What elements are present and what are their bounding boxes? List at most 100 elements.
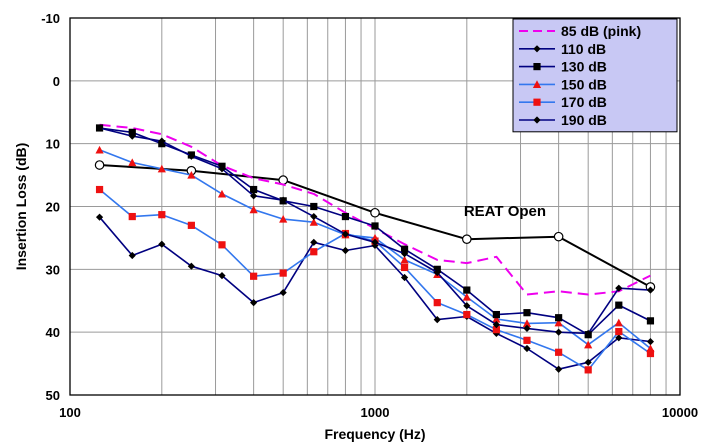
y-tick-label: 50 (46, 388, 60, 403)
data-point-190-db (218, 272, 226, 280)
data-point-170-db (128, 212, 136, 221)
data-point-150-db (279, 214, 288, 223)
data-point-190-db (646, 337, 655, 346)
legend-label: 130 dB (561, 59, 607, 75)
data-point-170-db (279, 269, 287, 277)
data-point-170-db (95, 185, 104, 194)
legend-item-110-db: 110 dB (519, 41, 606, 57)
data-point-110-db (463, 302, 471, 310)
data-point-reat-open (94, 160, 105, 170)
legend-label: 110 dB (561, 41, 606, 57)
data-point-150-db (584, 340, 593, 349)
data-point-110-db (279, 196, 287, 204)
data-point-150-db (157, 164, 166, 173)
legend-item-170-db: 170 dB (519, 94, 607, 110)
data-point-110-db (158, 137, 166, 145)
data-point-130-db (555, 314, 563, 322)
data-point-190-db (128, 251, 136, 260)
data-point-150-db (554, 318, 563, 327)
annotation-label: REAT Open (464, 203, 546, 220)
x-tick-label: 100 (59, 405, 81, 420)
data-point-170-db (433, 299, 441, 307)
data-point-130-db (250, 185, 258, 194)
data-point-110-db (128, 132, 136, 140)
data-point-110-db (555, 328, 563, 336)
data-point-110-db (400, 250, 409, 258)
legend-item-150-db: 150 dB (519, 76, 607, 92)
data-point-190-db (523, 344, 531, 353)
legend-marker (532, 80, 542, 88)
data-point-150-db (217, 189, 227, 198)
legend-label: 85 dB (pink) (561, 23, 641, 39)
data-point-reat-open (462, 234, 472, 244)
data-point-170-db (615, 327, 623, 336)
y-tick-label: 40 (46, 325, 60, 340)
legend-item-130-db: 130 dB (519, 59, 607, 75)
data-point-190-db (95, 213, 104, 221)
y-axis-title: Insertion Loss (dB) (13, 143, 29, 271)
data-point-150-db (646, 344, 655, 353)
data-point-170-db (523, 336, 531, 344)
data-point-150-db (400, 255, 409, 264)
y-tick-label: 0 (53, 74, 60, 89)
data-point-130-db (463, 286, 471, 294)
data-point-110-db (187, 152, 195, 160)
data-point-130-db (646, 317, 655, 325)
tick-labels: 100 1000 10000 -10 0 10 20 30 40 50 (41, 11, 698, 420)
plot-area-frame (69, 17, 681, 396)
legend-item-85-db-pink: 85 dB (pink) (519, 23, 641, 39)
legend-marker (533, 116, 541, 124)
data-point-170-db (310, 248, 318, 256)
data-point-130-db (310, 202, 318, 211)
legend-label: 190 dB (561, 112, 607, 128)
data-point-190-db (341, 246, 350, 255)
data-point-150-db (187, 170, 196, 179)
data-point-110-db (523, 324, 531, 332)
data-point-170-db (555, 348, 563, 356)
data-point-170-db (158, 211, 166, 219)
data-point-110-db (310, 212, 318, 221)
data-point-190-db (400, 273, 409, 282)
data-point-170-db (646, 349, 655, 358)
data-point-170-db (250, 272, 258, 280)
data-point-150-db (370, 233, 380, 242)
data-point-130-db (400, 245, 409, 253)
legend-marker (533, 98, 541, 106)
data-point-170-db (492, 326, 500, 334)
data-point-110-db (371, 238, 379, 246)
x-tick-label: 1000 (361, 405, 390, 420)
y-tick-label: 20 (46, 200, 60, 215)
data-point-190-db (615, 334, 623, 342)
y-tick-label: 30 (46, 262, 60, 277)
legend-label: 150 dB (561, 76, 607, 92)
legend-marker (533, 63, 541, 71)
data-point-170-db (463, 310, 471, 319)
data-point-150-db (95, 145, 104, 154)
x-tick-label: 10000 (662, 405, 698, 420)
data-point-130-db (128, 128, 136, 136)
data-point-reat-open (370, 207, 380, 218)
data-point-150-db (309, 218, 318, 226)
data-point-190-db (158, 240, 166, 248)
data-point-150-db (128, 158, 137, 167)
data-point-190-db (279, 288, 287, 297)
data-point-110-db (646, 286, 655, 294)
data-point-170-db (187, 221, 195, 229)
data-point-150-db (492, 314, 501, 323)
data-point-110-db (433, 268, 441, 277)
data-point-150-db (522, 319, 532, 327)
y-tick-label: 10 (46, 137, 60, 152)
data-point-150-db (249, 205, 258, 214)
annotations: REAT Open (464, 203, 546, 220)
data-point-170-db (584, 366, 592, 374)
legend-label: 170 dB (561, 94, 607, 110)
data-point-110-db (218, 165, 226, 173)
data-point-110-db (492, 321, 500, 329)
data-point-130-db (371, 222, 379, 230)
data-point-110-db (95, 124, 104, 132)
data-point-130-db (615, 301, 623, 309)
data-point-190-db (187, 262, 195, 270)
data-point-150-db (462, 292, 471, 301)
